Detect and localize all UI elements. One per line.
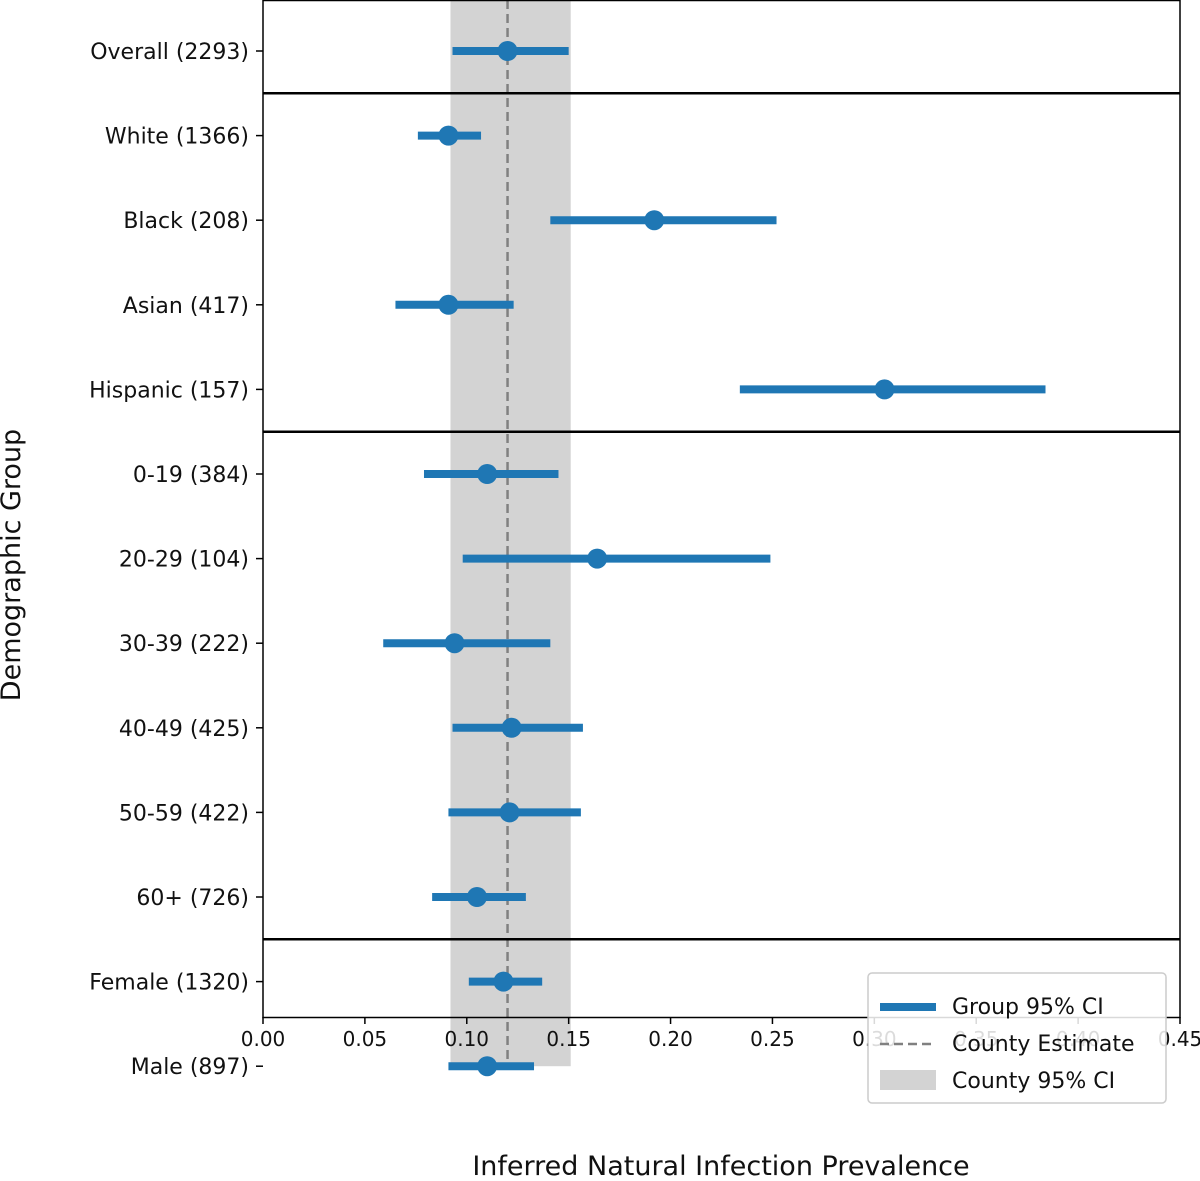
y-tick-label: Overall (2293) [90,40,249,65]
y-tick-label: 30-39 (222) [119,632,249,657]
estimate-point [497,41,518,61]
estimate-point [477,1056,498,1077]
estimate-point [874,379,895,400]
y-tick-label: Female (1320) [89,971,249,996]
estimate-point [444,633,465,654]
legend-label-county-ci: County 95% CI [952,1069,1115,1094]
legend-box [867,972,1167,1104]
legend-swatch-county-ci [880,1070,936,1090]
y-tick-label: Male (897) [131,1055,249,1080]
estimate-point [438,294,459,315]
legend: Group 95% CI County Estimate County 95% … [867,972,1167,1104]
y-tick-label: 0-19 (384) [133,463,249,488]
x-tick-label: 0.05 [343,1027,388,1051]
y-axis-title: Demographic Group [0,429,27,701]
legend-label-county-estimate: County Estimate [952,1032,1135,1057]
y-tick-label: Asian (417) [123,294,249,319]
legend-label-group-ci: Group 95% CI [952,995,1104,1020]
plot-frame [262,0,1181,1019]
y-tick-label: 60+ (726) [136,886,249,911]
y-tick-label: 20-29 (104) [119,548,249,573]
estimate-point [493,971,514,992]
estimate-point [438,125,459,146]
x-tick-label: 0.10 [445,1027,490,1051]
county-ci-band [450,0,571,1067]
estimate-point [499,802,520,823]
x-tick-label: 0.15 [546,1027,591,1051]
county-ci-band-layer [450,0,571,1067]
x-axis-title: Inferred Natural Infection Prevalence [472,1151,969,1181]
y-axis-ticks: Overall (2293) White (1366) Black (208) Asi… [89,40,263,1080]
estimate-point [477,464,498,484]
y-tick-label: Hispanic (157) [89,378,249,403]
y-tick-label: 40-49 (425) [119,717,249,742]
estimate-point [501,717,522,738]
x-tick-label: 0.20 [648,1027,693,1051]
x-tick-label: 0.00 [241,1027,286,1051]
y-tick-label: White (1366) [105,125,249,150]
estimate-point [644,210,665,231]
y-tick-label: 50-59 (422) [119,801,249,826]
estimate-point [587,548,608,569]
y-tick-label: Black (208) [123,209,249,234]
series-layer [383,41,1046,1077]
separator-layer [263,92,1180,941]
estimate-point [466,887,487,907]
x-tick-label: 0.25 [750,1027,795,1051]
